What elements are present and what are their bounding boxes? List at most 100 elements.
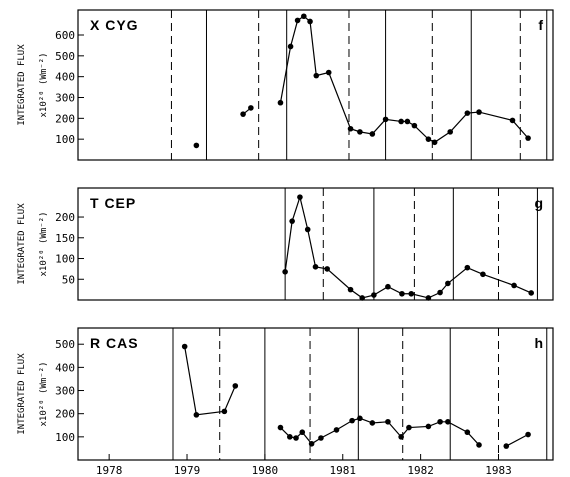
data-point: [371, 292, 377, 298]
y-tick-label: 400: [55, 361, 75, 374]
y-axis-label: INTEGRATED FLUX: [17, 44, 27, 126]
data-point: [297, 194, 303, 200]
data-point: [289, 218, 295, 224]
series-line: [279, 15, 529, 143]
data-point: [349, 417, 355, 424]
y-tick-label: 500: [55, 50, 75, 63]
data-point: [240, 111, 246, 117]
data-point: [425, 423, 432, 430]
data-point: [528, 290, 534, 296]
data-point: [437, 289, 443, 296]
data-point: [398, 118, 404, 125]
panel-frame: [77, 187, 554, 301]
panel-letter: f: [538, 17, 543, 33]
data-point: [480, 271, 486, 278]
y-tick-label: 300: [55, 385, 75, 398]
data-point: [347, 286, 354, 293]
y-axis-label: INTEGRATED FLUX: [17, 203, 27, 285]
x-tick-label: 1983: [485, 464, 512, 477]
panel-frame: [77, 9, 554, 161]
panel-frame: [77, 327, 554, 461]
data-point: [193, 412, 200, 418]
star-name: R CAS: [90, 335, 139, 351]
data-point: [525, 431, 531, 438]
x-tick-label: 1980: [252, 464, 279, 477]
star-name: X CYG: [90, 17, 139, 33]
y-tick-label: 200: [55, 211, 75, 224]
data-point: [287, 43, 294, 50]
data-point: [382, 116, 389, 123]
x-tick-label: 1982: [407, 464, 434, 477]
data-point: [398, 434, 404, 440]
y-tick-label: 300: [55, 92, 75, 105]
data-point: [312, 264, 319, 270]
data-point: [181, 343, 188, 350]
data-point: [301, 13, 307, 20]
data-point: [357, 415, 363, 422]
data-point: [359, 295, 366, 301]
data-point: [476, 442, 482, 448]
data-point: [325, 69, 332, 76]
y-tick-label: 150: [55, 232, 75, 245]
data-point: [232, 383, 239, 389]
data-point: [324, 266, 330, 272]
data-point: [464, 429, 471, 436]
y-axis-unit-label: x10²⁰ (Wm⁻²): [39, 211, 49, 276]
data-point: [445, 418, 451, 425]
data-point: [425, 295, 432, 301]
data-point: [294, 17, 301, 24]
data-point: [277, 99, 284, 106]
data-point: [406, 424, 412, 431]
data-point: [193, 142, 200, 149]
data-point: [525, 135, 531, 141]
y-tick-label: 100: [55, 431, 75, 444]
data-point: [277, 424, 284, 431]
data-point: [399, 290, 405, 297]
data-point: [445, 280, 451, 287]
x-tick-label: 1978: [96, 464, 123, 477]
series-line: [505, 433, 529, 447]
data-point: [369, 131, 376, 137]
data-point: [369, 420, 376, 426]
y-tick-label: 500: [55, 338, 75, 351]
x-tick-label: 1979: [174, 464, 201, 477]
y-tick-label: 100: [55, 133, 75, 146]
y-tick-label: 200: [55, 112, 75, 125]
data-point: [408, 290, 415, 297]
data-point: [385, 418, 391, 425]
data-point: [464, 264, 471, 271]
data-point: [476, 109, 482, 115]
y-tick-label: 600: [55, 29, 75, 42]
data-point: [282, 268, 288, 275]
data-point: [385, 283, 391, 290]
data-point: [404, 118, 411, 125]
data-point: [293, 435, 299, 441]
data-point: [313, 72, 320, 79]
data-point: [287, 434, 293, 440]
y-tick-label: 100: [55, 253, 75, 266]
y-axis-unit-label: x10²⁰ (Wm⁻²): [39, 361, 49, 426]
y-axis-unit-label: x10²⁰ (Wm⁻²): [39, 52, 49, 117]
data-point: [347, 125, 354, 132]
data-point: [509, 117, 516, 124]
data-point: [425, 136, 432, 142]
panel-h: 100 200 300 400 500 INTEGRATED FLUX x10²⁰ (Wm⁻…: [17, 327, 554, 461]
data-point: [333, 427, 340, 433]
y-tick-label: 200: [55, 408, 75, 421]
data-point: [221, 408, 228, 415]
data-point: [299, 429, 306, 436]
y-tick-label: 50: [62, 273, 75, 286]
data-point: [307, 18, 313, 25]
shared-x-axis: 1978 1979 1980 1981 1982 1983: [96, 454, 512, 477]
data-point: [464, 110, 471, 116]
y-tick-label: 400: [55, 71, 75, 84]
data-point: [447, 129, 454, 135]
panels-group: 100 200 300 400 500 600 INTEGRATED FLUX x10²⁰ (…: [17, 9, 554, 461]
series-line: [184, 346, 236, 416]
data-point: [503, 443, 510, 449]
data-point: [357, 129, 363, 135]
data-point: [437, 418, 443, 425]
data-point: [308, 440, 315, 447]
x-tick-label: 1981: [330, 464, 357, 477]
